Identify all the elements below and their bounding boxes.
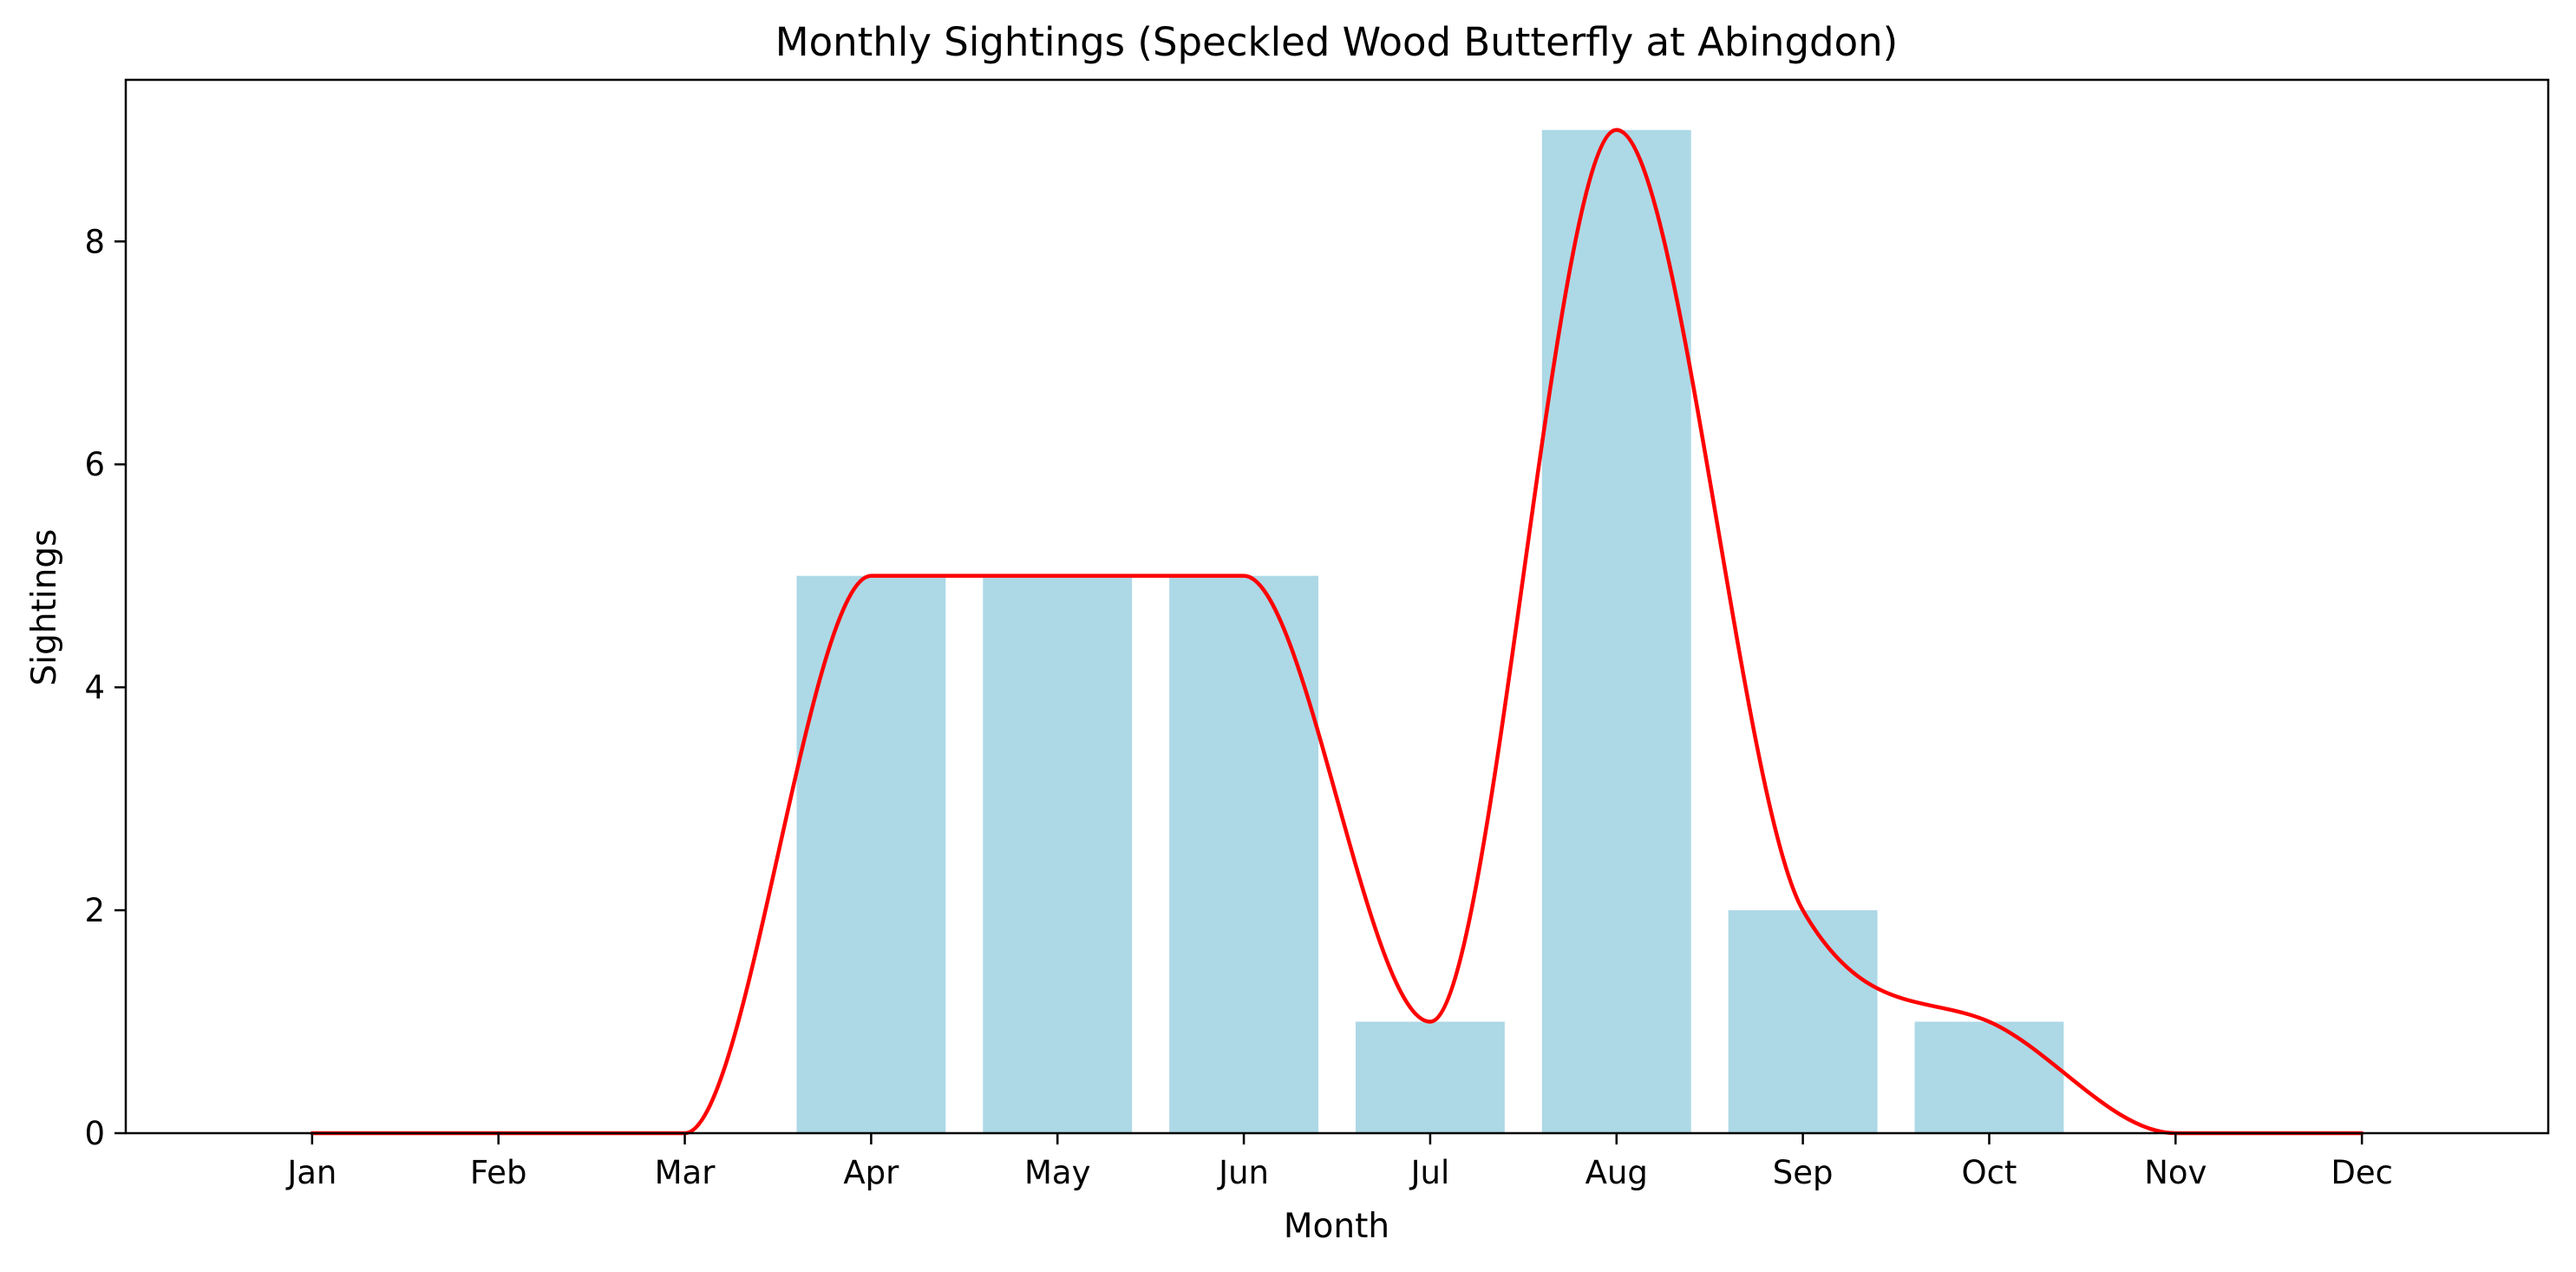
x-tick-label-dec: Dec (2331, 1154, 2393, 1191)
bar-aug (1541, 129, 1691, 1133)
y-axis: 0 2 4 6 8 (84, 223, 126, 1152)
x-tick-label-jun: Jun (1217, 1154, 1269, 1191)
x-tick-label-feb: Feb (470, 1154, 527, 1191)
plot-frame (124, 78, 2550, 1135)
x-tick-label-mar: Mar (655, 1154, 716, 1191)
x-tick-label-aug: Aug (1585, 1154, 1648, 1191)
bar-jun (1169, 575, 1319, 1133)
x-axis-label: Month (1284, 1207, 1389, 1246)
bar-oct (1914, 1021, 2064, 1133)
x-tick-label-oct: Oct (1961, 1154, 2017, 1191)
bar-may (983, 575, 1133, 1133)
bar-sep (1728, 910, 1878, 1133)
x-tick-label-jul: Jul (1409, 1154, 1450, 1191)
bar-jul (1355, 1021, 1505, 1133)
y-tick-label-4: 4 (84, 669, 105, 706)
x-axis: Jan Feb Mar Apr May Jun Jul Aug Sep Oct Nov Dec (285, 1133, 2393, 1191)
bars (796, 129, 2064, 1133)
y-axis-label: Sightings (25, 529, 64, 686)
bar-apr (796, 575, 946, 1133)
x-tick-label-nov: Nov (2144, 1154, 2207, 1191)
x-tick-label-jan: Jan (285, 1154, 337, 1191)
chart-title: Monthly Sightings (Speckled Wood Butterf… (775, 19, 1898, 65)
x-tick-label-sep: Sep (1773, 1154, 1834, 1191)
trend-line (310, 128, 2364, 1136)
x-tick-label-apr: Apr (843, 1154, 899, 1191)
y-tick-label-2: 2 (84, 892, 105, 929)
x-tick-label-may: May (1024, 1154, 1091, 1191)
y-tick-label-0: 0 (84, 1115, 105, 1152)
y-tick-label-6: 6 (84, 446, 105, 483)
y-tick-label-8: 8 (84, 223, 105, 260)
